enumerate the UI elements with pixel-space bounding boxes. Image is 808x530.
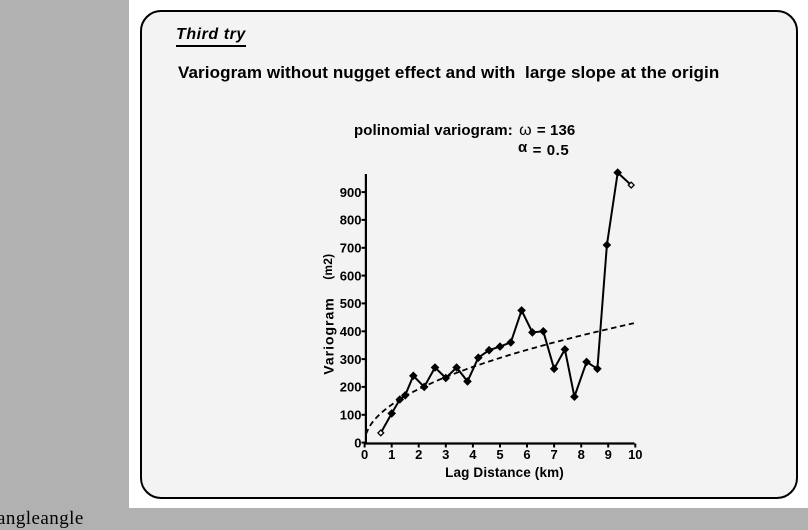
svg-text:100: 100 <box>340 408 362 423</box>
svg-text:Variogram: Variogram <box>321 297 337 374</box>
svg-text:6: 6 <box>523 447 530 462</box>
svg-text:(m2): (m2) <box>321 254 335 280</box>
svg-text:5: 5 <box>496 447 503 462</box>
svg-text:3: 3 <box>442 447 449 462</box>
svg-text:600: 600 <box>340 268 362 283</box>
svg-text:Lag Distance (km): Lag Distance (km) <box>445 465 564 480</box>
svg-text:200: 200 <box>340 380 362 395</box>
svg-text:700: 700 <box>340 241 362 256</box>
svg-text:400: 400 <box>340 324 362 339</box>
svg-text:7: 7 <box>550 447 557 462</box>
svg-text:10: 10 <box>628 447 642 462</box>
svg-text:1: 1 <box>388 447 395 462</box>
svg-text:0: 0 <box>354 435 361 450</box>
svg-text:300: 300 <box>340 352 362 367</box>
svg-text:8: 8 <box>578 447 585 462</box>
svg-text:2: 2 <box>415 447 422 462</box>
svg-text:800: 800 <box>340 213 362 228</box>
svg-text:0: 0 <box>361 447 368 462</box>
svg-text:9: 9 <box>605 447 612 462</box>
svg-text:500: 500 <box>340 296 362 311</box>
svg-text:4: 4 <box>469 447 477 462</box>
svg-text:900: 900 <box>340 185 362 200</box>
